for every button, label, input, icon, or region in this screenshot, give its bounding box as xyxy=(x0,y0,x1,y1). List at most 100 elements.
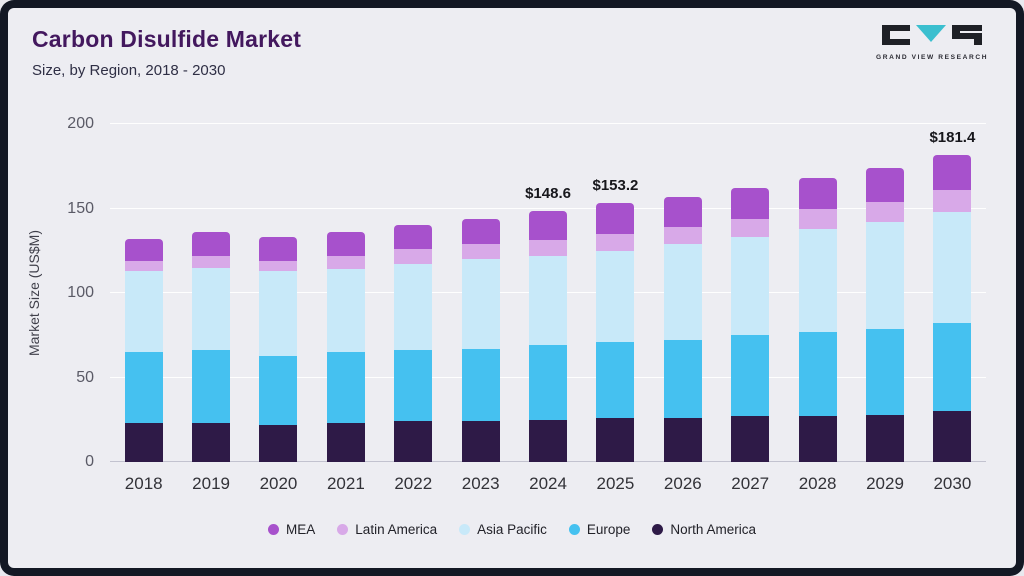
bar-segment-latin-america xyxy=(259,260,298,272)
bar-segment-mea xyxy=(461,218,500,245)
bar-segment-mea xyxy=(663,196,702,228)
bar-segment-asia-pacific xyxy=(596,250,635,343)
bar-segment-asia-pacific xyxy=(326,269,365,353)
bar-segment-europe xyxy=(798,331,837,417)
legend-dot xyxy=(337,524,349,535)
bar-stack xyxy=(529,210,568,462)
bar-segment-north-america xyxy=(124,423,163,462)
bar-segment-north-america xyxy=(192,423,231,462)
bar-segment-mea xyxy=(731,188,770,219)
brand-logo-text: GRAND VIEW RESEARCH xyxy=(876,54,989,61)
legend-label: Latin America xyxy=(355,522,438,537)
bar-segment-latin-america xyxy=(394,249,433,265)
bar-stack xyxy=(326,232,365,462)
legend-dot xyxy=(268,524,280,535)
legend-label: North America xyxy=(670,522,756,537)
chart-subtitle: Size, by Region, 2018 - 2030 xyxy=(32,62,226,79)
legend-dot xyxy=(459,524,471,535)
bar-segment-europe xyxy=(461,348,500,422)
bar-value-label: $181.4 xyxy=(929,129,976,147)
bar-stack xyxy=(461,218,500,462)
chart-title: Carbon Disulfide Market xyxy=(32,26,302,52)
bar-segment-latin-america xyxy=(933,189,972,212)
bar-stack xyxy=(933,155,972,462)
bar-segment-asia-pacific xyxy=(529,255,568,346)
x-tick-label: 2028 xyxy=(798,474,837,493)
bar-segment-europe xyxy=(933,323,972,412)
bar-segment-latin-america xyxy=(192,255,231,268)
bar-segment-north-america xyxy=(933,411,972,462)
legend-item-latin-america: Latin America xyxy=(337,522,437,537)
bar-segment-latin-america xyxy=(124,260,163,272)
bar-column-2022 xyxy=(380,124,447,462)
bar-column-2025: $153.2 xyxy=(582,124,649,462)
bar-segment-latin-america xyxy=(865,201,904,223)
legend-label: Europe xyxy=(586,522,631,537)
bar-segment-europe xyxy=(529,345,568,420)
bar-column-2027 xyxy=(717,124,784,462)
bar-column-2029 xyxy=(851,124,918,462)
bar-segment-north-america xyxy=(865,414,904,462)
bar-segment-europe xyxy=(259,355,298,425)
x-tick-label: 2019 xyxy=(192,474,230,493)
bar-segment-mea xyxy=(933,155,972,190)
legend-item-mea: MEA xyxy=(268,522,315,537)
bar-stack xyxy=(663,196,702,462)
legend-dot xyxy=(568,524,580,535)
bar-segment-north-america xyxy=(259,424,298,462)
bar-segment-north-america xyxy=(394,421,433,462)
bar-column-2023 xyxy=(447,124,514,462)
plot-area: 0 50 100 150 200 $148.6 $153.2 $181.4 xyxy=(67,115,986,470)
bar-stack xyxy=(394,225,433,462)
bar-segment-asia-pacific xyxy=(259,271,298,356)
bar-segment-latin-america xyxy=(731,218,770,238)
bars-container: $148.6 $153.2 $181.4 xyxy=(110,124,986,462)
x-tick-label: 2022 xyxy=(394,474,433,493)
bar-column-2026 xyxy=(649,124,716,462)
bar-segment-mea xyxy=(865,167,904,202)
bar-segment-mea xyxy=(798,178,837,209)
x-tick-label: 2030 xyxy=(933,474,972,493)
bar-segment-europe xyxy=(326,352,365,424)
bar-segment-asia-pacific xyxy=(461,259,500,349)
bar-segment-latin-america xyxy=(596,233,635,251)
legend-item-asia-pacific: Asia Pacific xyxy=(459,522,547,537)
bar-segment-latin-america xyxy=(663,227,702,244)
legend-dot xyxy=(652,524,664,535)
bar-segment-asia-pacific xyxy=(798,228,837,332)
bar-segment-latin-america xyxy=(461,244,500,260)
bar-stack xyxy=(596,203,635,462)
bar-segment-asia-pacific xyxy=(394,264,433,351)
bar-segment-latin-america xyxy=(529,239,568,256)
x-tick-label: 2025 xyxy=(596,474,635,493)
bar-column-2028 xyxy=(784,124,851,462)
chart-legend: MEA Latin America Asia Pacific Europe North … xyxy=(8,522,1016,537)
bar-segment-mea xyxy=(124,238,163,261)
bar-segment-asia-pacific xyxy=(124,271,163,353)
legend-label: MEA xyxy=(286,522,316,537)
legend-label: Asia Pacific xyxy=(477,522,547,537)
bar-stack xyxy=(124,238,163,462)
bar-column-2030: $181.4 xyxy=(919,124,986,462)
stacked-bar-chart: Market Size (US$M) 0 50 100 150 200 $148.6 $15… xyxy=(8,108,1016,568)
x-tick-label: 2023 xyxy=(461,474,500,493)
bar-column-2024: $148.6 xyxy=(514,124,581,462)
bar-segment-mea xyxy=(596,203,635,234)
x-tick-label: 2026 xyxy=(663,474,702,493)
bar-segment-europe xyxy=(596,342,635,419)
bar-segment-north-america xyxy=(731,416,770,462)
bar-segment-north-america xyxy=(529,419,568,462)
bar-segment-asia-pacific xyxy=(865,222,904,329)
bar-segment-mea xyxy=(259,237,298,261)
bar-stack xyxy=(259,237,298,462)
y-tick-label: 50 xyxy=(76,368,94,386)
y-tick-label: 150 xyxy=(67,199,94,217)
y-tick-label: 200 xyxy=(67,115,94,132)
bar-segment-asia-pacific xyxy=(663,244,702,341)
bar-segment-europe xyxy=(663,340,702,419)
bar-segment-europe xyxy=(731,335,770,417)
x-tick-label: 2024 xyxy=(529,474,567,493)
x-tick-label: 2027 xyxy=(731,474,770,493)
bar-value-label: $153.2 xyxy=(592,177,639,195)
